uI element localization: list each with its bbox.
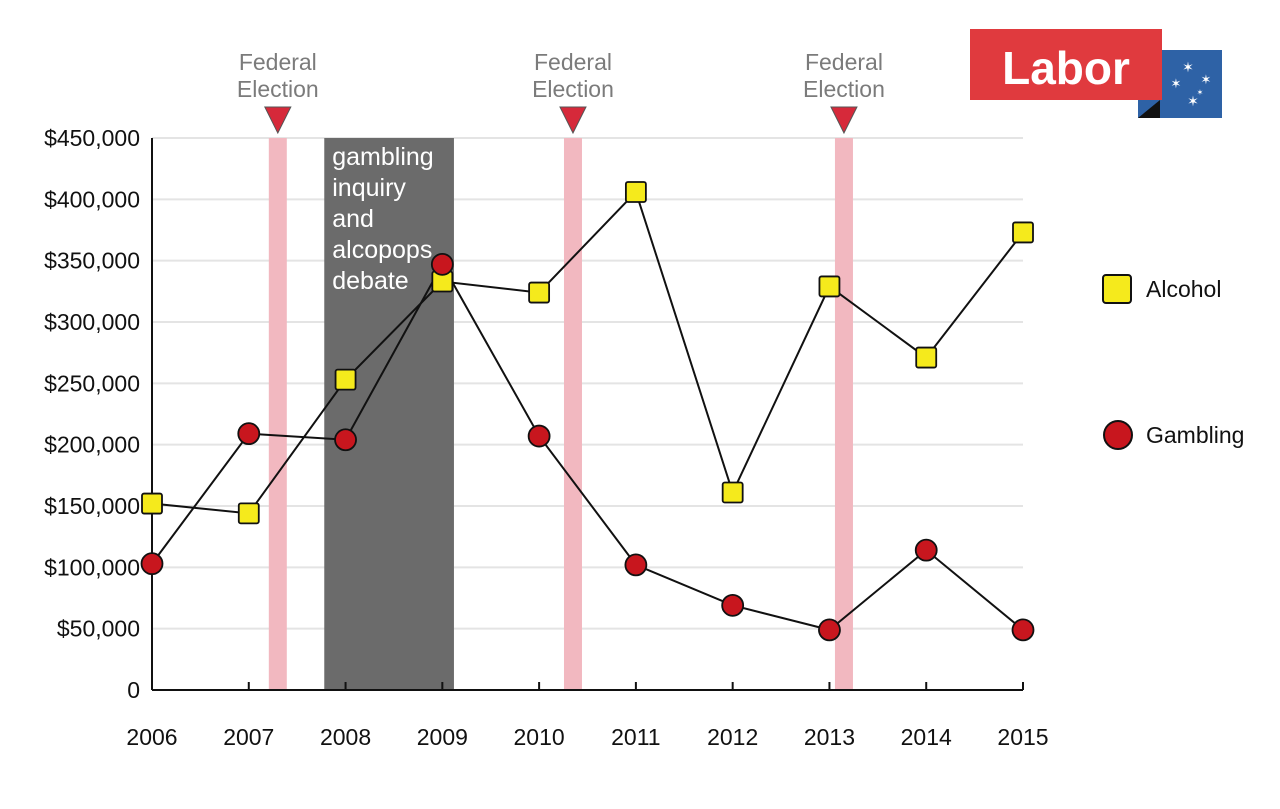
point-gambling: [140, 552, 164, 576]
point-gambling: [914, 538, 938, 562]
y-tick-label: $300,000: [44, 309, 140, 335]
point-gambling: [334, 428, 357, 452]
y-tick-label: $200,000: [44, 432, 140, 458]
x-tick-label: 2009: [417, 724, 468, 750]
legend-label-gambling: Gambling: [1146, 422, 1244, 448]
point-gambling: [1011, 618, 1035, 642]
point-alcohol: [915, 346, 938, 369]
election-label-line1: Federal: [534, 49, 612, 75]
shaded-period: gambling inquiry and alcopops debate: [324, 138, 454, 690]
x-tick-label: 2006: [126, 724, 177, 750]
point-gambling: [527, 424, 551, 448]
svg-text:✶: ✶: [1201, 73, 1212, 88]
point-alcohol: [624, 181, 647, 203]
legend-marker-gambling: [1103, 420, 1133, 450]
election-marker-icon: [559, 106, 587, 135]
point-alcohol: [334, 368, 357, 391]
point-gambling: [721, 593, 745, 617]
point-gambling: [430, 252, 454, 276]
point-alcohol: [1012, 221, 1034, 244]
series: [140, 181, 1035, 642]
election-labels: FederalElectionFederalElectionFederalEle…: [237, 49, 885, 135]
x-tick-label: 2012: [707, 724, 758, 750]
labor-logo: Labor ✶ ✶ ✶ ✶ ✶: [970, 29, 1222, 118]
legend-label-alcohol: Alcohol: [1146, 276, 1221, 302]
y-tick-labels: 0 $50,000 $100,000 $150,000 $200,000 $250,000…: [44, 125, 140, 703]
logo-flag: [1160, 50, 1222, 118]
y-tick-label: $50,000: [57, 616, 140, 642]
election-label-line1: Federal: [239, 49, 317, 75]
x-tick-label: 2015: [997, 724, 1048, 750]
point-gambling: [818, 618, 841, 642]
point-alcohol: [237, 502, 260, 525]
southern-cross-icon: ✶ ✶ ✶ ✶ ✶: [1171, 60, 1212, 110]
election-label-line2: Election: [532, 76, 614, 102]
y-tick-label: $400,000: [44, 186, 140, 212]
point-alcohol: [528, 281, 551, 304]
election-band: [563, 138, 582, 690]
election-label-line2: Election: [803, 76, 885, 102]
logo-fold: [1138, 100, 1160, 118]
election-band: [834, 138, 853, 690]
axes: [151, 138, 1023, 691]
legend: Alcohol Gambling: [1102, 274, 1244, 450]
x-tick-label: 2010: [514, 724, 565, 750]
svg-text:✶: ✶: [1182, 60, 1194, 76]
x-tick-label: 2008: [320, 724, 371, 750]
logo-wordmark: Labor: [1002, 42, 1130, 94]
point-alcohol: [818, 275, 841, 298]
svg-text:✶: ✶: [1187, 94, 1199, 110]
point-alcohol: [141, 492, 163, 515]
point-gambling: [624, 553, 648, 577]
logo-red-box: [970, 29, 1162, 100]
election-label-line1: Federal: [805, 49, 883, 75]
election-marker-icon: [830, 106, 858, 135]
point-alcohol: [721, 481, 744, 504]
series-line-gambling: [151, 262, 1024, 631]
y-tick-label: $250,000: [44, 370, 140, 396]
svg-text:✶: ✶: [1197, 88, 1204, 97]
x-tick-label: 2011: [611, 724, 660, 750]
shaded-period-band: [324, 138, 454, 690]
x-tick-label: 2007: [223, 724, 274, 750]
svg-text:✶: ✶: [1171, 77, 1182, 92]
y-tick-label: 0: [127, 677, 140, 703]
election-label-line2: Election: [237, 76, 319, 102]
x-tick-label: 2013: [804, 724, 855, 750]
point-gambling: [237, 422, 261, 446]
election-marker-icon: [264, 106, 292, 135]
election-bands: [268, 138, 853, 690]
gridlines: [152, 137, 1023, 630]
y-tick-label: $450,000: [44, 125, 140, 151]
x-tick-label: 2014: [901, 724, 952, 750]
shaded-period-label: gambling inquiry and alcopops debate: [332, 143, 433, 295]
x-tick-labels: 2006 2007 2008 2009 2010 2011 2012 2013 2014 2015: [126, 682, 1049, 750]
y-tick-label: $350,000: [44, 248, 140, 274]
legend-marker-alcohol: [1102, 274, 1132, 304]
y-tick-label: $150,000: [44, 493, 140, 519]
y-tick-label: $100,000: [44, 554, 140, 580]
series-line-alcohol: [151, 190, 1024, 515]
election-band: [268, 138, 287, 690]
